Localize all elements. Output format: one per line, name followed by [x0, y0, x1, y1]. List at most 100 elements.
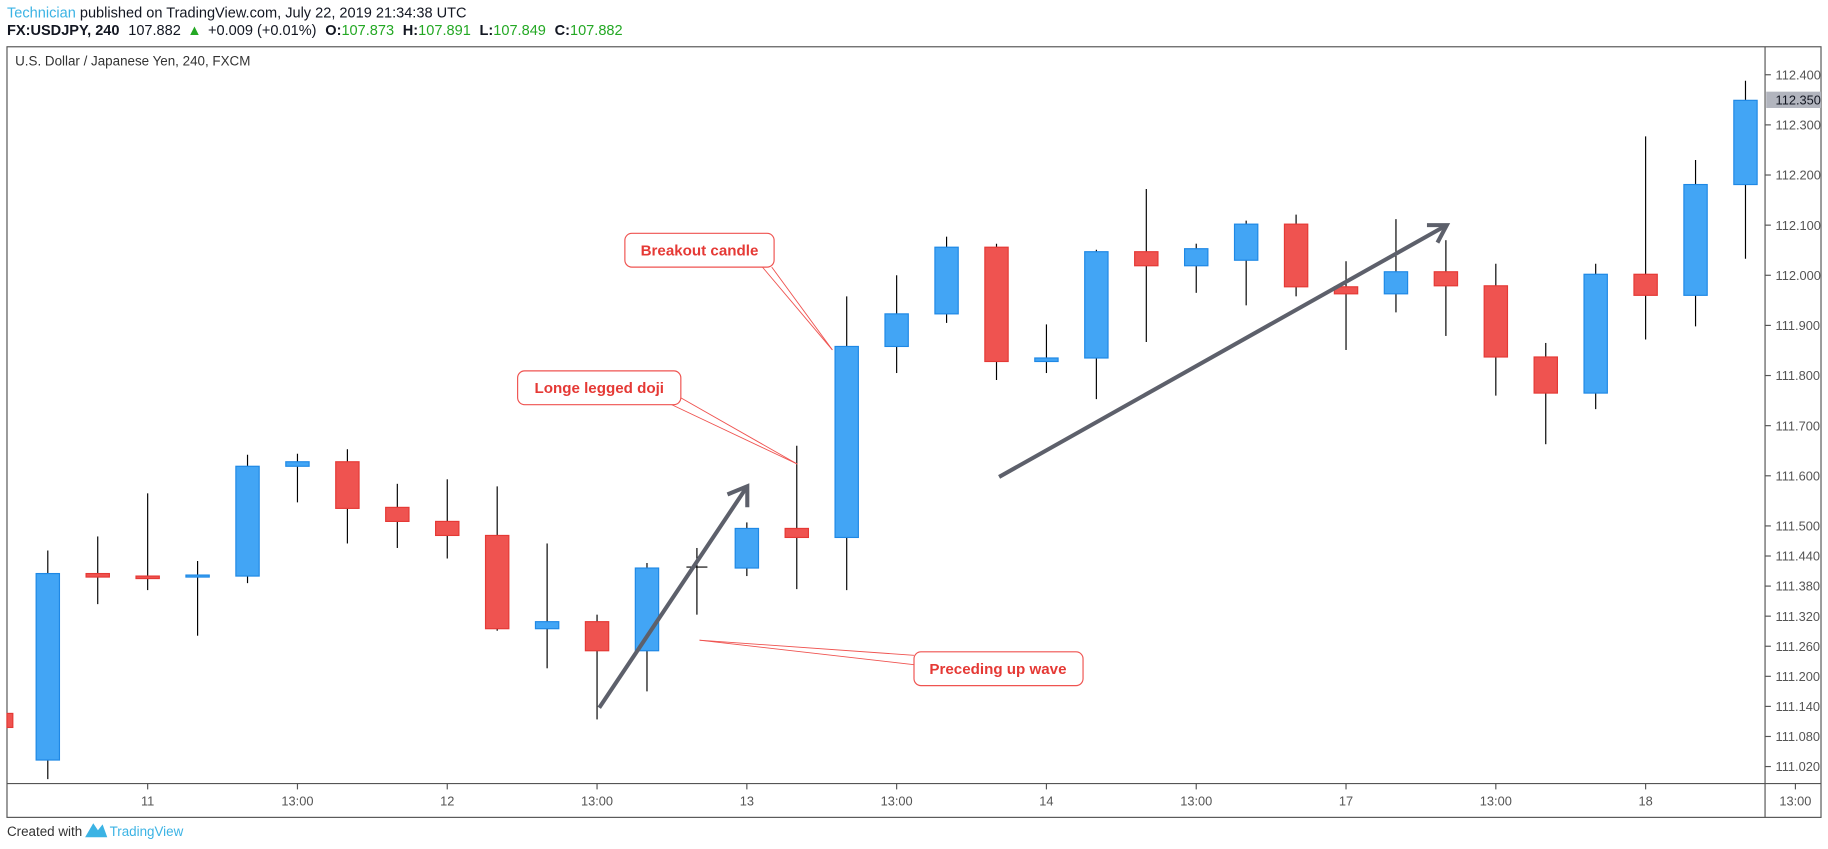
candle-body — [1483, 285, 1509, 358]
arrow-head-icon — [1426, 223, 1451, 244]
candle-22 — [1084, 249, 1109, 400]
price-tick-label: 111.200 — [1776, 669, 1820, 684]
trend-arrows — [597, 223, 1451, 709]
candle-body — [185, 574, 210, 578]
candle-0 — [6, 712, 14, 729]
candle-28 — [1383, 219, 1409, 313]
price-tick-label: 112.400 — [1776, 67, 1821, 82]
candle-body — [1034, 357, 1059, 363]
arrow-head-icon — [726, 483, 750, 508]
candle-20 — [984, 243, 1009, 381]
candle-body — [435, 520, 460, 537]
time-tick-label: 18 — [1638, 794, 1652, 809]
candle-9 — [435, 479, 460, 559]
candle-body — [385, 506, 410, 522]
price-tick-label: 112.000 — [1776, 268, 1821, 283]
callout-doji-text: Longe legged doji — [534, 380, 664, 397]
breakout-trend-arrow[interactable] — [998, 223, 1448, 479]
candle-1 — [35, 550, 61, 780]
candle-15 — [734, 522, 760, 577]
candle-7 — [335, 449, 360, 544]
up-triangle-icon: ▲ — [187, 23, 201, 39]
price-tick-label: 111.320 — [1776, 609, 1820, 624]
time-tick-label: 13:00 — [881, 794, 913, 809]
candle-body — [584, 621, 610, 652]
candle-34 — [1683, 159, 1708, 327]
chart-title: U.S. Dollar / Japanese Yen, 240, FXCM — [15, 53, 250, 68]
symbol-name: FX:USDJPY, 240 — [7, 23, 120, 39]
price-tick-label: 111.380 — [1776, 579, 1820, 594]
candle-25 — [1233, 220, 1259, 306]
candle-body — [1183, 248, 1209, 267]
candle-body — [1683, 183, 1708, 296]
callout-wave[interactable]: Preceding up wave — [699, 639, 1084, 687]
time-tick-label: 13:00 — [1779, 794, 1811, 809]
candle-29 — [1433, 240, 1459, 336]
candle-body — [484, 534, 510, 630]
candle-body — [534, 621, 560, 630]
time-tick-label: 13 — [740, 794, 754, 809]
price-tick-label: 111.500 — [1776, 519, 1820, 534]
high-value: 107.891 — [418, 23, 471, 39]
footer-tradingview-link[interactable]: TradingView — [110, 824, 184, 839]
time-tick-label: 12 — [440, 794, 454, 809]
candle-body — [1283, 223, 1309, 288]
callout-wave-text: Preceding up wave — [929, 661, 1066, 678]
price-tick-label: 111.700 — [1776, 418, 1820, 433]
candle-6 — [285, 453, 310, 503]
candle-5 — [235, 454, 260, 584]
candle-body — [1233, 223, 1259, 261]
high-label: H: — [403, 23, 418, 39]
candle-30 — [1483, 263, 1509, 396]
price-axis[interactable]: 112.400 112.300 112.200 112.100 112.000 111.9… — [1765, 67, 1822, 774]
price-change: +0.009 (+0.01%) — [208, 23, 317, 39]
close-label: C: — [555, 23, 570, 39]
symbol-line: FX:USDJPY, 240 107.882 ▲ +0.009 (+0.01%)… — [7, 23, 623, 39]
time-tick-label: 14 — [1039, 794, 1053, 809]
candle-33 — [1633, 136, 1658, 340]
candle-32 — [1583, 263, 1608, 410]
candle-body — [984, 246, 1009, 363]
candle-19 — [934, 236, 959, 323]
candle-body — [1583, 273, 1608, 394]
low-label: L: — [480, 23, 494, 39]
candle-body — [235, 465, 260, 577]
candle-body — [834, 345, 859, 539]
candles — [6, 80, 1758, 780]
price-tick-label: 111.440 — [1776, 549, 1820, 564]
last-price-label: 112.350 — [1776, 92, 1821, 107]
candle-26 — [1283, 214, 1309, 297]
candle-11 — [534, 543, 560, 669]
candle-body — [884, 313, 909, 348]
candle-body — [85, 572, 110, 578]
time-tick-label: 13:00 — [1480, 794, 1512, 809]
callout-doji[interactable]: Longe legged doji — [517, 370, 798, 465]
candle-31 — [1533, 342, 1558, 445]
candle-body — [784, 527, 810, 539]
price-tick-label: 112.200 — [1776, 168, 1821, 183]
time-axis[interactable]: 11 13:00 12 13:00 13 13:00 14 13:00 17 13:00 18 13:… — [141, 783, 1811, 809]
up-wave-arrow[interactable] — [597, 485, 749, 709]
candle-body — [1633, 273, 1658, 296]
price-tick-label: 111.140 — [1776, 699, 1820, 714]
price-tick-label: 111.260 — [1776, 639, 1820, 654]
callout-breakout[interactable]: Breakout candle — [624, 232, 833, 351]
candle-body — [1084, 251, 1109, 359]
author-link[interactable]: Technician — [7, 6, 76, 22]
candle-body — [135, 575, 160, 580]
time-tick-label: 13:00 — [581, 794, 613, 809]
candle-12 — [584, 614, 610, 720]
candle-body — [1733, 99, 1758, 186]
last-price: 107.882 — [128, 23, 181, 39]
open-label: O: — [325, 23, 341, 39]
candle-4 — [185, 561, 210, 636]
price-tick-label: 111.800 — [1776, 368, 1820, 383]
price-tick-label: 111.020 — [1776, 759, 1820, 774]
tradingview-logo-icon — [85, 823, 108, 838]
candle-body — [285, 461, 310, 467]
price-tick-label: 112.300 — [1776, 118, 1821, 133]
candle-35 — [1733, 80, 1758, 259]
callout-breakout-text: Breakout candle — [641, 242, 759, 259]
price-tick-label: 111.900 — [1776, 318, 1820, 333]
